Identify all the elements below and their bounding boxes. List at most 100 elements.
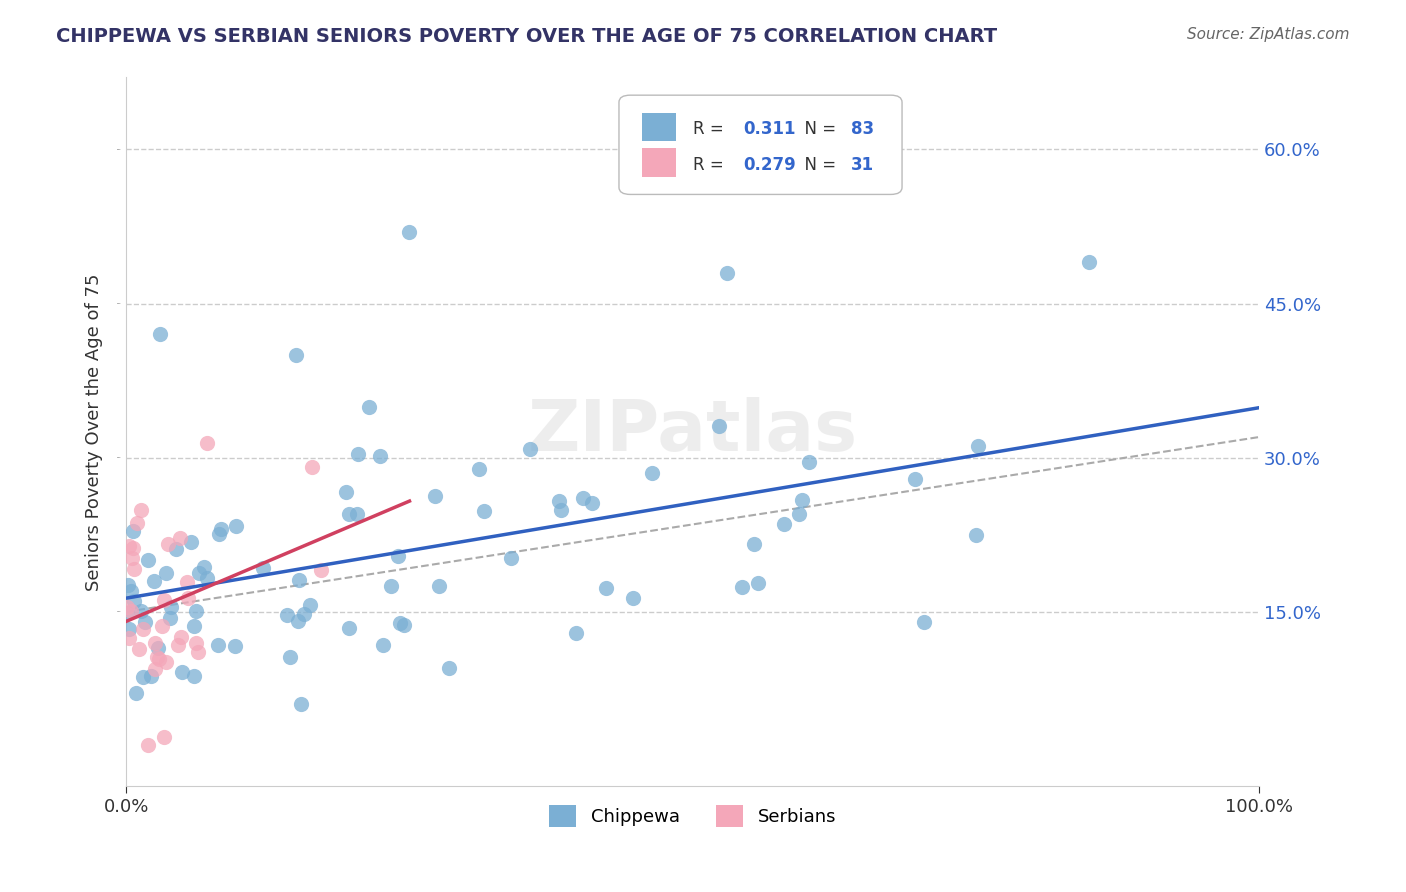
Point [152, 592, 174, 607]
Point [565, 626, 588, 640]
Point [716, 266, 738, 280]
Point [142, 574, 165, 589]
Point [155, 566, 177, 581]
Point [571, 491, 593, 506]
Text: R =: R = [693, 120, 728, 138]
Point [157, 537, 180, 551]
Point [160, 600, 183, 615]
Point [965, 528, 987, 542]
Point [437, 661, 460, 675]
Text: 83: 83 [851, 120, 875, 138]
Y-axis label: Seniors Poverty Over the Age of 75: Seniors Poverty Over the Age of 75 [86, 273, 103, 591]
Point [184, 604, 207, 618]
Point [188, 566, 211, 580]
Point [207, 638, 229, 652]
Point [394, 618, 416, 632]
Text: CHIPPEWA VS SERBIAN SENIORS POVERTY OVER THE AGE OF 75 CORRELATION CHART: CHIPPEWA VS SERBIAN SENIORS POVERTY OVER… [56, 27, 997, 45]
Text: 0.311: 0.311 [744, 120, 796, 138]
Point [709, 419, 731, 434]
FancyBboxPatch shape [641, 148, 676, 177]
Point [120, 604, 142, 618]
Point [799, 455, 821, 469]
Point [773, 516, 796, 531]
Point [581, 496, 603, 510]
Point [595, 581, 617, 595]
Point [132, 670, 155, 684]
Point [122, 594, 145, 608]
Point [368, 449, 391, 463]
Point [252, 560, 274, 574]
Point [208, 527, 231, 541]
Point [122, 524, 145, 538]
Text: ZIPatlas: ZIPatlas [527, 398, 858, 467]
Point [134, 615, 156, 630]
Point [176, 574, 198, 589]
Point [117, 578, 139, 592]
Point [299, 598, 322, 612]
Point [787, 507, 810, 521]
Point [115, 599, 138, 614]
Point [499, 550, 522, 565]
Point [167, 638, 190, 652]
Point [121, 541, 143, 555]
Point [641, 467, 664, 481]
Point [120, 584, 142, 599]
Point [186, 636, 208, 650]
Point [195, 436, 218, 450]
Point [146, 650, 169, 665]
Point [747, 575, 769, 590]
Point [380, 579, 402, 593]
Text: Source: ZipAtlas.com: Source: ZipAtlas.com [1187, 27, 1350, 42]
Point [183, 619, 205, 633]
Point [744, 537, 766, 551]
Point [118, 631, 141, 645]
Point [155, 655, 177, 669]
Point [519, 442, 541, 457]
Point [472, 504, 495, 518]
Point [131, 622, 153, 636]
Point [121, 550, 143, 565]
Point [287, 615, 309, 629]
Point [193, 560, 215, 574]
Point [276, 608, 298, 623]
Point [124, 562, 146, 576]
Point [339, 507, 361, 521]
Point [623, 591, 645, 606]
Point [129, 604, 152, 618]
Point [177, 591, 200, 605]
Point [148, 640, 170, 655]
Point [423, 489, 446, 503]
Point [153, 730, 176, 744]
Point [371, 638, 394, 652]
Point [169, 531, 191, 545]
Point [139, 669, 162, 683]
Point [129, 503, 152, 517]
Point [136, 739, 159, 753]
Point [290, 697, 312, 711]
Point [547, 494, 569, 508]
Point [159, 611, 181, 625]
Point [183, 669, 205, 683]
Point [292, 607, 315, 621]
Point [148, 651, 170, 665]
Point [301, 460, 323, 475]
Point [285, 348, 308, 362]
Point [731, 580, 754, 594]
Point [149, 327, 172, 342]
Point [118, 539, 141, 553]
Point [335, 484, 357, 499]
Text: N =: N = [794, 120, 842, 138]
Point [309, 563, 332, 577]
Point [125, 516, 148, 530]
Point [1077, 255, 1099, 269]
Point [165, 541, 187, 556]
Point [278, 650, 301, 665]
Point [387, 549, 409, 563]
Point [550, 503, 572, 517]
Point [790, 492, 813, 507]
Point [115, 607, 138, 621]
Point [170, 665, 193, 679]
Point [398, 225, 420, 239]
Point [209, 522, 232, 536]
Point [357, 400, 380, 414]
